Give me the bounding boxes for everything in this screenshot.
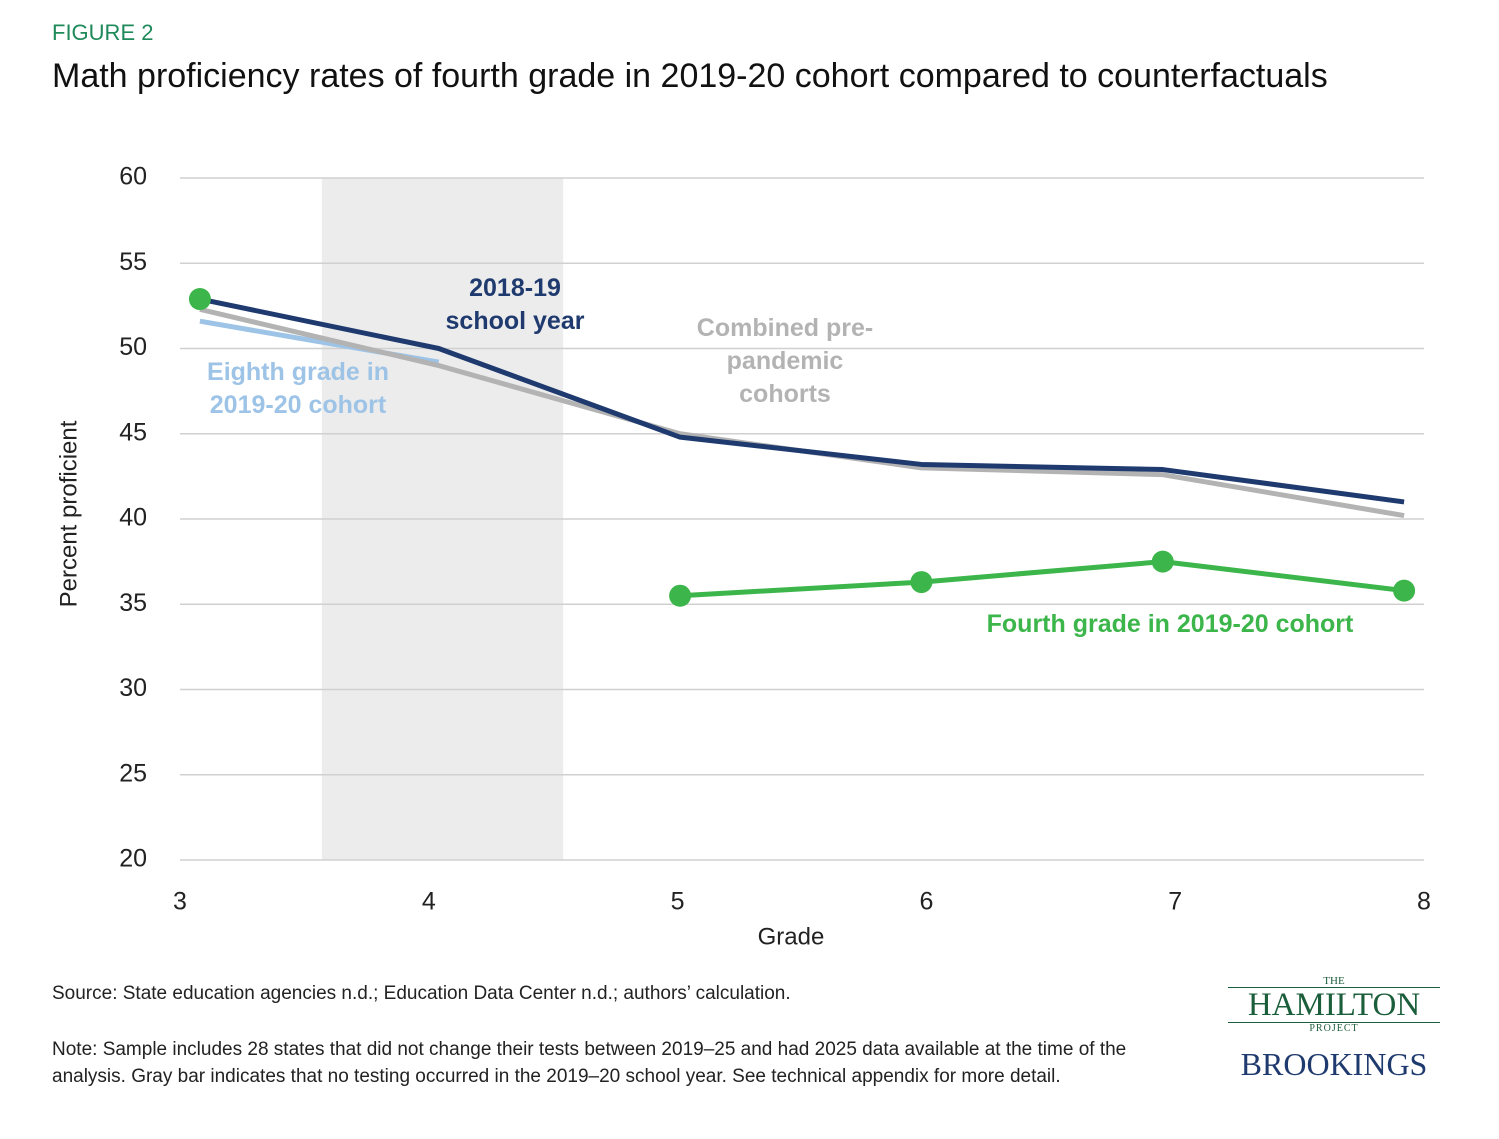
x-tick-label: 4 xyxy=(422,888,436,916)
x-tick-label: 5 xyxy=(671,888,685,916)
point xyxy=(188,288,211,311)
chart-title: Math proficiency rates of fourth grade i… xyxy=(52,57,1328,95)
series-label: Eighth grade in 2019-20 cohort xyxy=(207,358,389,419)
series-line xyxy=(199,296,1405,505)
point xyxy=(1151,550,1174,573)
series-line xyxy=(679,559,1405,599)
y-axis-label: Percent proficient xyxy=(55,420,82,607)
x-tick-label: 8 xyxy=(1417,888,1431,916)
y-tick-label: 35 xyxy=(119,589,147,617)
figure-label: FIGURE 2 xyxy=(52,20,154,45)
y-tick-label: 40 xyxy=(119,504,147,532)
x-axis-label: Grade xyxy=(758,923,825,950)
series-label: 2018-19 school year xyxy=(445,274,585,335)
source: Source: State education agencies n.d.; E… xyxy=(52,983,791,1004)
y-tick-label: 20 xyxy=(119,845,147,873)
y-tick-label: 60 xyxy=(119,163,147,191)
note: Note: Sample includes 28 states that did… xyxy=(52,1039,1127,1087)
y-tick-label: 55 xyxy=(119,248,147,276)
x-tick-label: 3 xyxy=(173,888,187,916)
y-tick-label: 50 xyxy=(119,333,147,361)
logo-hamilton: HAMILTON xyxy=(1228,987,1440,1023)
point xyxy=(1393,579,1416,602)
logo-project: PROJECT xyxy=(1309,1023,1359,1034)
logo-brookings: BROOKINGS xyxy=(1240,1046,1428,1082)
logo-the: THE xyxy=(1323,975,1345,987)
series-label: Combined pre-pandemic cohorts xyxy=(696,314,874,408)
logo: THE HAMILTON PROJECT BROOKINGS xyxy=(1228,975,1440,1083)
y-tick-label: 45 xyxy=(119,418,147,446)
y-tick-label: 30 xyxy=(119,674,147,702)
point xyxy=(910,571,933,594)
x-tick-label: 7 xyxy=(1168,888,1182,916)
series-label: Fourth grade in 2019-20 cohort xyxy=(986,610,1354,638)
point xyxy=(669,584,692,607)
y-tick-label: 25 xyxy=(119,759,147,787)
x-tick-label: 6 xyxy=(919,888,933,916)
